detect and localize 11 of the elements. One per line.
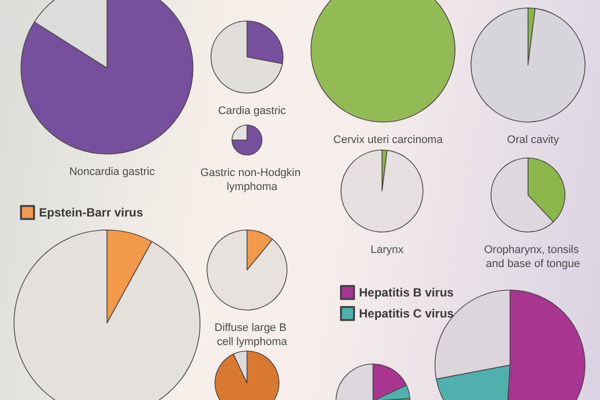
legend-label: Hepatitis C virus — [359, 306, 454, 320]
text: Gastric non-Hodgkin lymphoma — [200, 167, 304, 193]
text: Cardia gastric — [218, 105, 286, 117]
text: Oral cavity — [507, 134, 560, 146]
legend-label: Epstein-Barr virus — [39, 206, 144, 220]
text: Diffuse large B cell lymphoma — [214, 322, 290, 348]
text: Noncardia gastric — [69, 166, 156, 178]
text: Larynx — [370, 244, 404, 256]
text: Oropharynx, tonsils and base of tongue — [484, 244, 582, 270]
legend-label: Hepatitis B virus — [359, 286, 454, 300]
text: Cervix uteri carcinoma — [333, 134, 444, 146]
